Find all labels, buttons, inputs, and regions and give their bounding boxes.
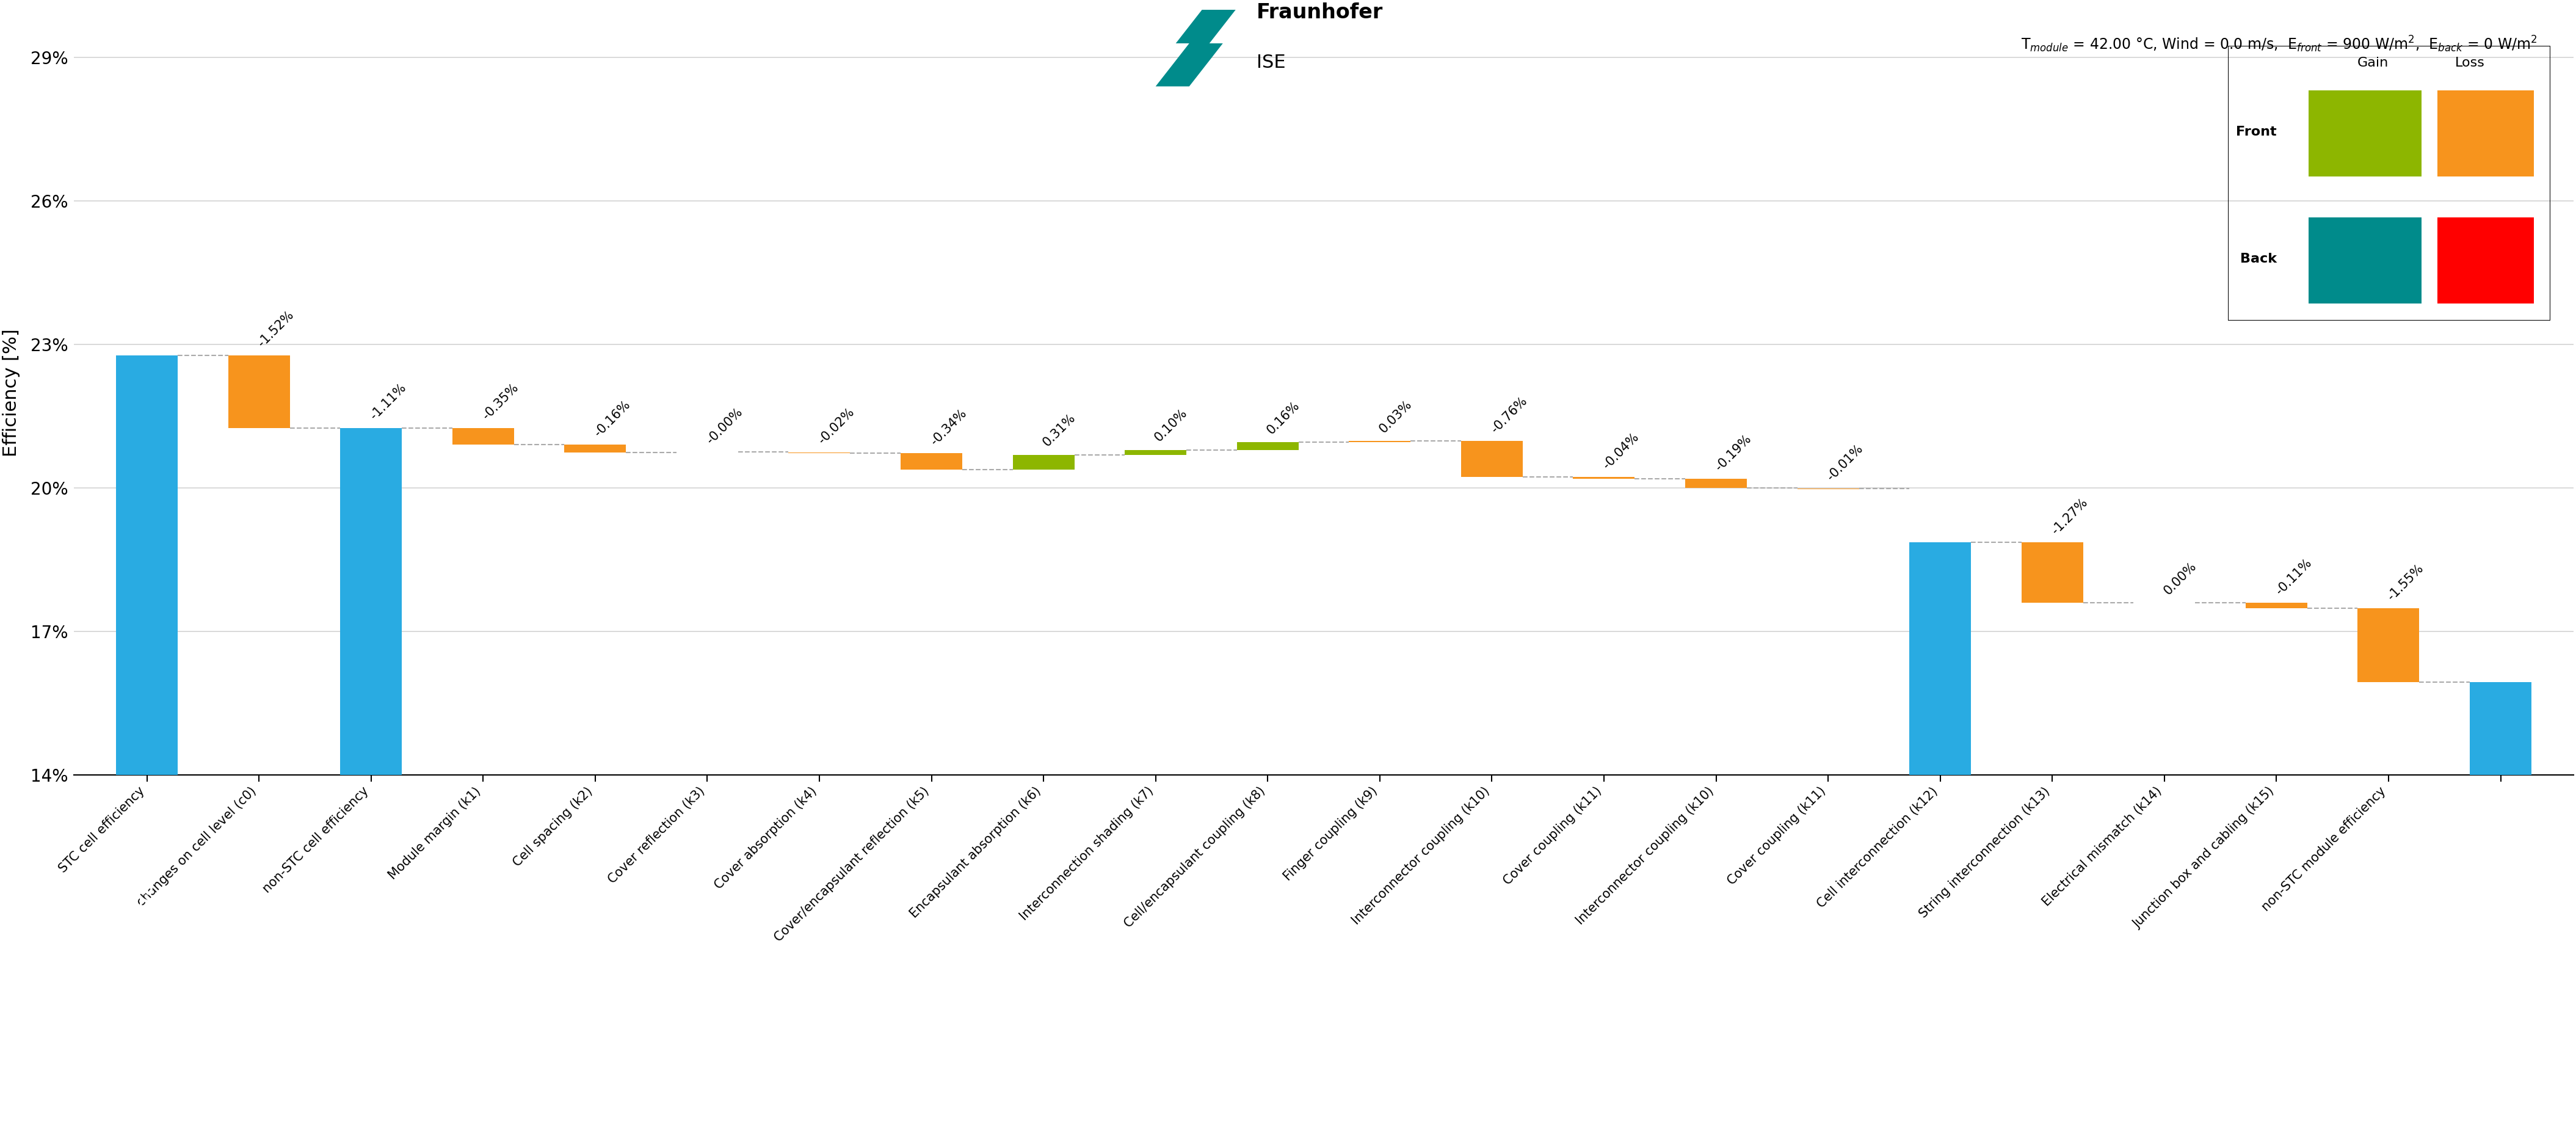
- Text: -1.52%: -1.52%: [255, 309, 296, 349]
- Text: 18.87%: 18.87%: [1932, 958, 1947, 1028]
- Bar: [1350, 441, 1412, 442]
- Polygon shape: [1157, 0, 1244, 86]
- Bar: [1461, 441, 1522, 477]
- Text: 0.03%: 0.03%: [1376, 397, 1414, 435]
- Text: -1.11%: -1.11%: [368, 381, 410, 423]
- Text: 22.78%: 22.78%: [139, 864, 155, 935]
- Bar: [2357, 608, 2419, 682]
- Bar: [453, 428, 515, 444]
- Text: Fraunhofer: Fraunhofer: [1257, 2, 1383, 23]
- Bar: [2437, 90, 2535, 176]
- Y-axis label: Efficiency [%]: Efficiency [%]: [3, 329, 21, 457]
- Bar: [1126, 450, 1188, 455]
- Bar: [1909, 543, 1971, 1145]
- Bar: [2437, 218, 2535, 303]
- Text: -1.27%: -1.27%: [2050, 496, 2089, 536]
- Text: -0.04%: -0.04%: [1600, 431, 1641, 472]
- Text: -0.34%: -0.34%: [927, 406, 969, 448]
- Bar: [564, 444, 626, 452]
- Text: -0.16%: -0.16%: [592, 398, 634, 439]
- Text: Front: Front: [2236, 126, 2277, 137]
- Bar: [2470, 681, 2532, 1145]
- Bar: [2308, 218, 2421, 303]
- Text: 0.16%: 0.16%: [1265, 400, 1301, 436]
- Text: 0.31%: 0.31%: [1041, 412, 1077, 449]
- Bar: [340, 428, 402, 1145]
- Text: -0.00%: -0.00%: [703, 405, 744, 447]
- Bar: [2246, 603, 2308, 608]
- Text: -0.02%: -0.02%: [817, 406, 858, 447]
- Text: Gain: Gain: [2357, 57, 2388, 69]
- Bar: [1012, 455, 1074, 469]
- Text: Loss: Loss: [2455, 57, 2486, 69]
- Text: T$_{module}$ = 42.00 °C, Wind = 0.0 m/s,  E$_{front}$ = 900 W/m$^{2}$,  E$_{back: T$_{module}$ = 42.00 °C, Wind = 0.0 m/s,…: [2022, 34, 2537, 54]
- Bar: [1685, 479, 1747, 488]
- Text: -0.01%: -0.01%: [1824, 442, 1865, 483]
- Bar: [902, 453, 963, 469]
- Bar: [1574, 477, 1636, 479]
- Bar: [2308, 90, 2421, 176]
- Text: ISE: ISE: [1257, 54, 1285, 71]
- Bar: [1236, 442, 1298, 450]
- Text: -0.76%: -0.76%: [1489, 395, 1530, 435]
- Text: -0.35%: -0.35%: [479, 381, 520, 423]
- Bar: [116, 355, 178, 1145]
- Text: 0.00%: 0.00%: [2161, 560, 2197, 597]
- Bar: [2022, 543, 2084, 603]
- Text: 15.95%: 15.95%: [2491, 1028, 2509, 1098]
- Text: -0.19%: -0.19%: [1713, 433, 1754, 473]
- Text: 0.10%: 0.10%: [1151, 406, 1190, 444]
- Bar: [229, 355, 289, 428]
- Text: -0.11%: -0.11%: [2275, 556, 2313, 598]
- Text: -1.55%: -1.55%: [2385, 562, 2427, 602]
- Text: Back: Back: [2241, 253, 2277, 264]
